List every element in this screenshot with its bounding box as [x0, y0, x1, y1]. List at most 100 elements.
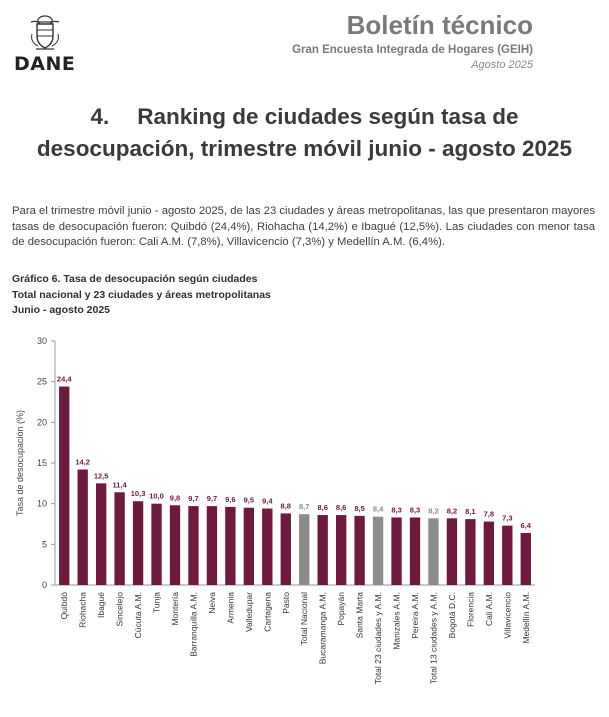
bar: [95, 483, 107, 585]
bar: [391, 517, 402, 585]
bar: [520, 532, 531, 585]
bar: [151, 503, 162, 585]
bar-value-label: 8,8: [281, 501, 291, 510]
bulletin-title: Boletín técnico: [346, 10, 533, 40]
bar-value-label: 8,5: [354, 504, 364, 513]
category-label: Armenia: [225, 592, 235, 624]
bar-value-label: 12,5: [94, 471, 109, 480]
category-label: Popayán: [336, 592, 346, 626]
dane-logo: DANE: [14, 14, 84, 75]
bar-value-label: 8,7: [299, 502, 309, 511]
category-label: Manizales A.M.: [392, 592, 402, 650]
y-tick-label: 25: [37, 377, 47, 387]
category-label: Santa Marta: [355, 592, 365, 639]
bar: [502, 525, 513, 585]
bar-value-label: 8,2: [447, 506, 457, 515]
y-axis-label: Tasa de desocupación (%): [15, 410, 25, 516]
bar-value-label: 9,4: [262, 497, 273, 506]
bar: [483, 521, 495, 585]
bar: [465, 519, 476, 585]
category-label: Pereira A.M.: [410, 592, 420, 639]
y-tick-label: 0: [42, 580, 47, 590]
category-label: Bucaramanga A.M.: [318, 592, 328, 664]
bar-value-label: 8,4: [373, 505, 384, 514]
y-tick-label: 20: [37, 417, 47, 427]
category-label: Total Nacional: [299, 592, 309, 646]
bar-value-label: 9,6: [225, 495, 235, 504]
figure-caption-title: Gráfico 6. Tasa de desocupación según ci…: [12, 273, 258, 285]
coat-of-arms-icon: [30, 15, 60, 50]
category-label: Florencia: [465, 592, 475, 627]
category-label: Neiva: [207, 592, 217, 614]
bar-value-label: 9,7: [188, 494, 198, 503]
category-label: Barranquilla A.M.: [188, 592, 198, 657]
bar-value-label: 9,8: [170, 493, 180, 502]
bar: [299, 514, 310, 585]
y-tick-label: 30: [37, 336, 47, 346]
dane-wordmark: DANE: [14, 53, 76, 75]
bar-value-label: 9,5: [244, 496, 254, 505]
bar-value-label: 8,1: [465, 507, 475, 516]
category-label: Riohacha: [78, 592, 88, 628]
category-label: Cali A.M.: [484, 592, 494, 626]
section-heading: 4. Ranking de ciudades según tasa de deso…: [0, 101, 609, 165]
bar: [132, 501, 144, 585]
bar: [243, 507, 255, 585]
category-label: Total 13 ciudades y A.M.: [428, 592, 438, 684]
bulletin-subtitle: Gran Encuesta Integrada de Hogares (GEIH…: [292, 44, 533, 56]
bar-value-label: 24,4: [57, 375, 72, 384]
bar-value-label: 8,3: [410, 505, 420, 514]
bar-value-label: 7,8: [484, 510, 494, 519]
bar: [354, 515, 365, 585]
category-label: Total 23 ciudades y A.M.: [373, 592, 383, 684]
bar: [428, 518, 439, 585]
bar-value-label: 8,3: [391, 505, 401, 514]
bar: [262, 508, 273, 585]
bar-value-label: 8,6: [317, 503, 327, 512]
y-tick-label: 10: [37, 499, 47, 509]
bar: [206, 506, 218, 585]
bar: [225, 506, 236, 585]
bulletin-header: Boletín técnico Gran Encuesta Integrada …: [292, 8, 533, 71]
bar: [77, 469, 88, 585]
bar: [317, 515, 328, 585]
figure-caption-period: Junio - agosto 2025: [12, 304, 111, 316]
section-title-line1: Ranking de ciudades según tasa de: [137, 104, 519, 129]
bar: [280, 513, 291, 585]
bar: [372, 516, 384, 585]
summary-paragraph: Para el trimestre móvil junio - agosto 2…: [12, 205, 595, 249]
bar-value-label: 14,2: [75, 458, 90, 467]
category-label: Pasto: [281, 592, 291, 614]
bar: [409, 517, 421, 585]
y-tick-label: 5: [42, 539, 47, 549]
category-label: Villavicencio: [502, 592, 512, 639]
y-tick-label: 15: [37, 458, 47, 468]
bar-value-label: 6,4: [521, 521, 532, 530]
bar-value-label: 7,3: [502, 514, 512, 523]
bar: [188, 506, 199, 585]
bar: [446, 518, 458, 585]
bar: [59, 386, 70, 585]
figure-caption: Gráfico 6. Tasa de desocupación según ci…: [12, 272, 271, 319]
figure-caption-scope: Total nacional y 23 ciudades y áreas met…: [12, 288, 271, 301]
category-label: Tunja: [152, 592, 162, 613]
bar: [114, 492, 125, 585]
unemployment-bar-chart: 0 5 10 15 20 25 30 Tasa de desocupación (%) 24,4…: [15, 336, 535, 684]
category-label: Montería: [170, 592, 180, 626]
category-label: Bogotá D.C.: [447, 592, 457, 638]
bar-value-label: 11,4: [113, 480, 128, 489]
category-label: Quibdó: [59, 592, 69, 620]
bar-value-label: 10,0: [149, 492, 164, 501]
bar-value-label: 10,3: [131, 489, 146, 498]
section-title-line2: desocupación, trimestre móvil junio - ag…: [36, 136, 573, 161]
bar: [169, 505, 181, 585]
bar-value-label: 9,7: [207, 494, 217, 503]
section-number: 4.: [90, 104, 110, 129]
category-label: Ibagué: [96, 592, 106, 618]
bar-value-label: 8,6: [336, 503, 346, 512]
category-label: Cúcuta A.M.: [133, 592, 143, 638]
category-label: Medellín A.M.: [521, 592, 531, 644]
category-label: Sincelejo: [115, 592, 125, 627]
bar-value-label: 8,2: [428, 506, 438, 515]
category-label: Cartagena: [262, 592, 272, 632]
